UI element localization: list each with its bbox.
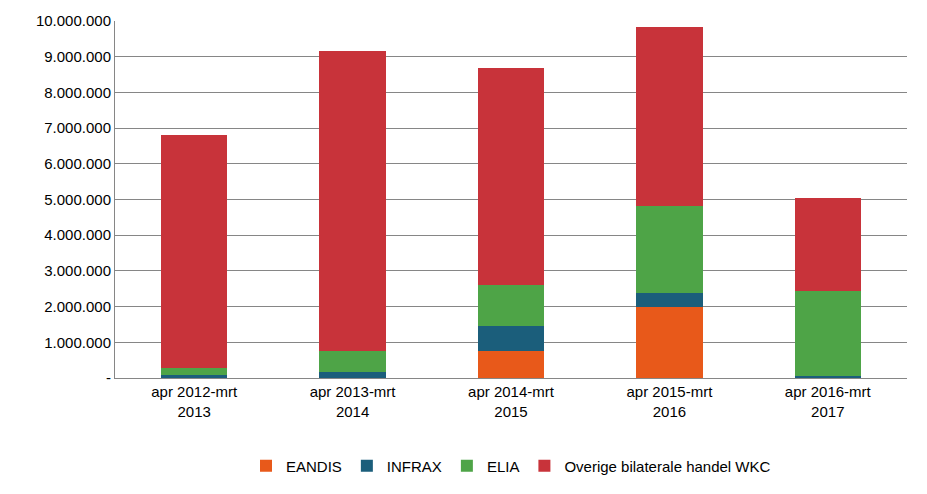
svg-text:EANDIS: EANDIS (286, 458, 342, 475)
svg-text:5.000.000: 5.000.000 (44, 191, 111, 208)
svg-text:-: - (106, 369, 111, 386)
svg-text:Overige bilaterale handel WKC: Overige bilaterale handel WKC (564, 458, 770, 475)
svg-text:9.000.000: 9.000.000 (44, 48, 111, 65)
svg-text:10.000.000: 10.000.000 (36, 12, 111, 29)
svg-text:6.000.000: 6.000.000 (44, 155, 111, 172)
svg-text:7.000.000: 7.000.000 (44, 119, 111, 136)
svg-text:3.000.000: 3.000.000 (44, 262, 111, 279)
svg-text:INFRAX: INFRAX (387, 458, 442, 475)
svg-text:apr 2012-mrt2013: apr 2012-mrt2013 (151, 383, 238, 420)
svg-text:2.000.000: 2.000.000 (44, 298, 111, 315)
svg-text:apr 2014-mrt2015: apr 2014-mrt2015 (468, 383, 555, 420)
svg-text:1.000.000: 1.000.000 (44, 334, 111, 351)
svg-text:apr 2013-mrt2014: apr 2013-mrt2014 (310, 383, 397, 420)
svg-text:ELIA: ELIA (487, 458, 520, 475)
svg-text:4.000.000: 4.000.000 (44, 226, 111, 243)
svg-text:8.000.000: 8.000.000 (44, 84, 111, 101)
svg-text:apr 2015-mrt2016: apr 2015-mrt2016 (626, 383, 713, 420)
svg-text:apr 2016-mrt2017: apr 2016-mrt2017 (785, 383, 872, 420)
